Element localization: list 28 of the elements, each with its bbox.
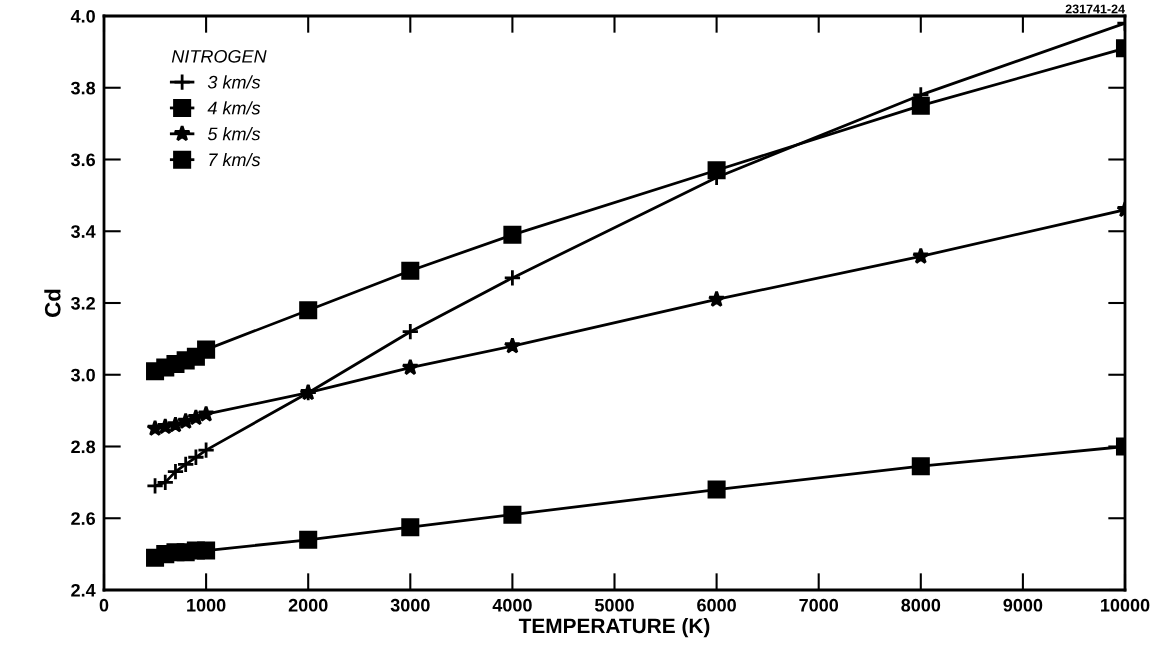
y-tick-label: 2.6 — [71, 512, 96, 525]
y-tick-label: 4.0 — [70, 9, 95, 23]
y-tick-label: 3.2 — [70, 296, 95, 310]
y-tick-label: 3.6 — [70, 153, 96, 167]
y-tick-label: 3.8 — [70, 81, 96, 95]
legend-label: 5 km/s — [207, 127, 261, 141]
x-tick-label: 2000 — [288, 598, 328, 612]
x-tick-label: 7000 — [799, 598, 839, 612]
x-tick-label: 6000 — [697, 598, 736, 612]
x-tick-label: 8000 — [901, 598, 941, 612]
x-tick-label: 3000 — [390, 598, 430, 612]
legend-label: 7 km/s — [209, 152, 261, 167]
y-tick-label: 3.4 — [70, 225, 96, 238]
y-tick-label: 2.8 — [71, 440, 96, 454]
x-tick-label: 0 — [99, 598, 109, 612]
y-tick-label: 3.0 — [70, 368, 95, 382]
x-tick-label: 4000 — [492, 598, 532, 612]
y-tick-label: 2.4 — [71, 583, 96, 597]
x-tick-label: 9000 — [1003, 598, 1043, 612]
x-tick-label: 5000 — [594, 598, 634, 612]
legend-title: NITROGEN — [171, 49, 267, 63]
x-axis-title: TEMPERATURE (K) — [518, 617, 710, 638]
legend-label: 4 km/s — [207, 101, 261, 115]
x-tick-label: 1000 — [187, 598, 226, 612]
legend-label: 3 km/s — [207, 75, 261, 89]
text: 231741-24 — [1065, 4, 1125, 14]
y-axis-title: Cd — [44, 289, 61, 317]
x-tick-label: 10000 — [1101, 598, 1150, 612]
